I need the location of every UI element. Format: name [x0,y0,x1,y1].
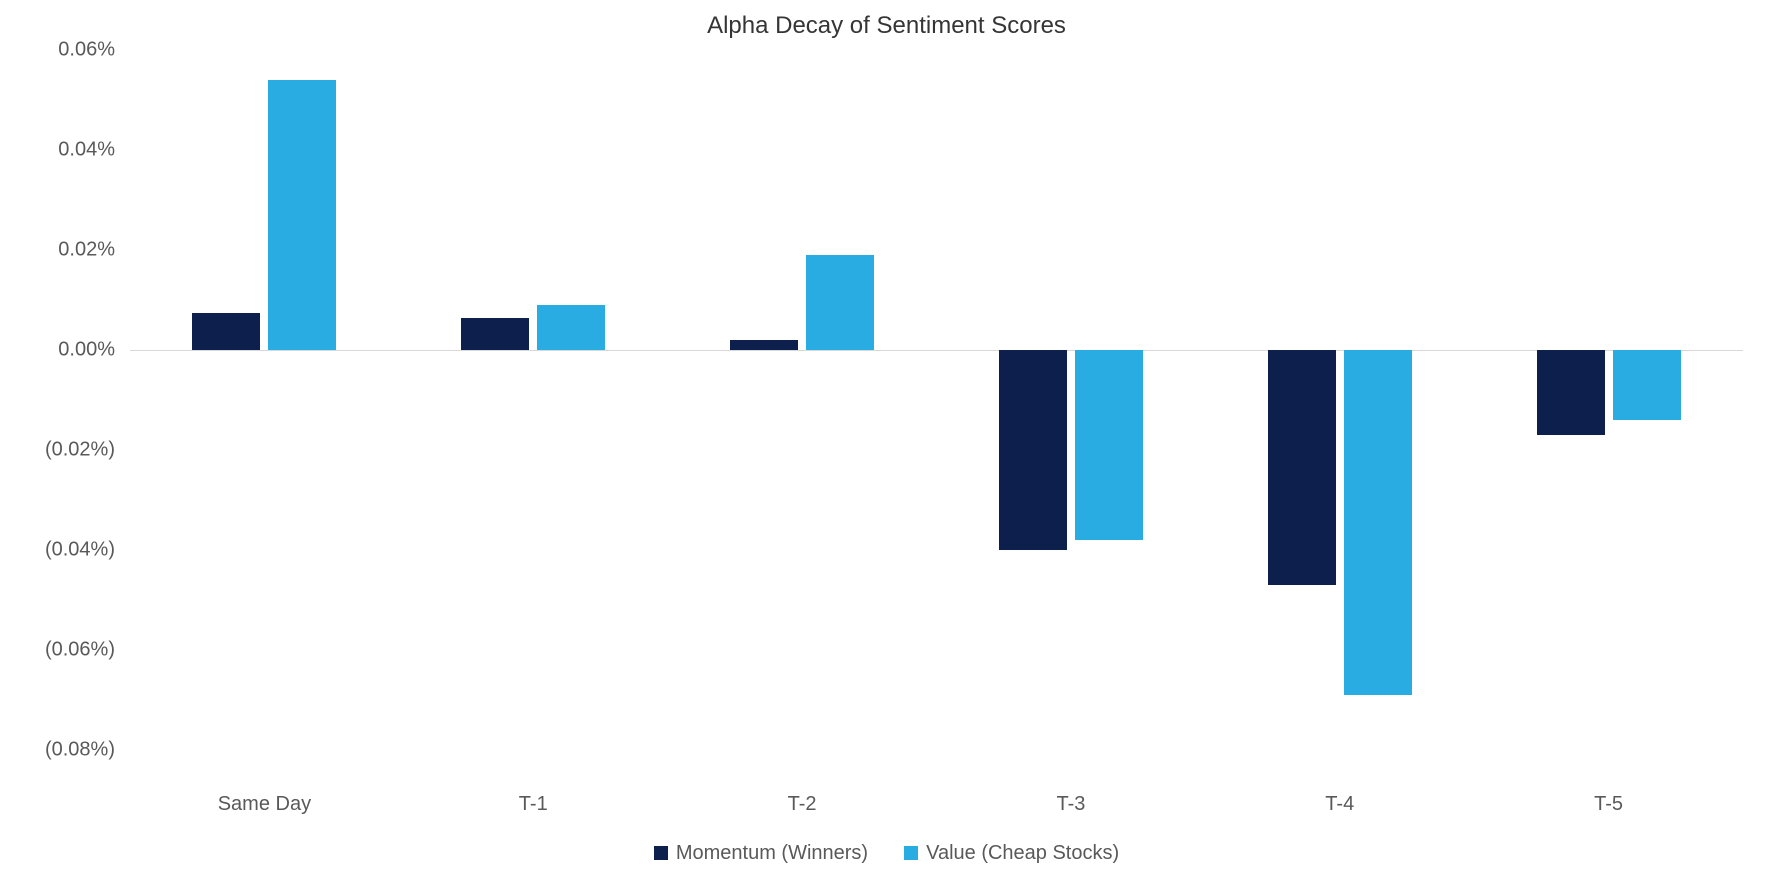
x-axis-label: T-4 [1325,793,1354,816]
y-axis-label: (0.02%) [20,439,115,462]
y-axis-label: 0.06% [20,39,115,62]
bar [192,313,260,351]
x-axis-label: T-1 [519,793,548,816]
y-axis-label: (0.04%) [20,539,115,562]
bar [268,80,336,350]
x-axis-label: T-2 [788,793,817,816]
y-axis-label: (0.08%) [20,739,115,762]
x-axis-label: Same Day [218,793,311,816]
legend-label: Momentum (Winners) [676,842,868,865]
y-axis-label: (0.06%) [20,639,115,662]
legend-label: Value (Cheap Stocks) [926,842,1119,865]
zero-gridline [130,350,1743,351]
y-axis-label: 0.02% [20,239,115,262]
bar [1613,350,1681,420]
bar [461,318,529,351]
bar [1344,350,1412,695]
legend-swatch [904,846,918,860]
x-axis-label: T-5 [1594,793,1623,816]
bar [1075,350,1143,540]
bar [537,305,605,350]
bar [806,255,874,350]
legend-item: Momentum (Winners) [654,842,868,865]
x-axis-label: T-3 [1056,793,1085,816]
bar [1268,350,1336,585]
legend-item: Value (Cheap Stocks) [904,842,1119,865]
bar [1537,350,1605,435]
bar [730,340,798,350]
legend: Momentum (Winners) Value (Cheap Stocks) [0,842,1773,867]
y-axis-label: 0.00% [20,339,115,362]
bar [999,350,1067,550]
y-axis-label: 0.04% [20,139,115,162]
chart-title: Alpha Decay of Sentiment Scores [0,12,1773,40]
legend-swatch [654,846,668,860]
chart-container: Alpha Decay of Sentiment Scores Momentum… [0,0,1773,886]
plot-area [130,50,1743,750]
